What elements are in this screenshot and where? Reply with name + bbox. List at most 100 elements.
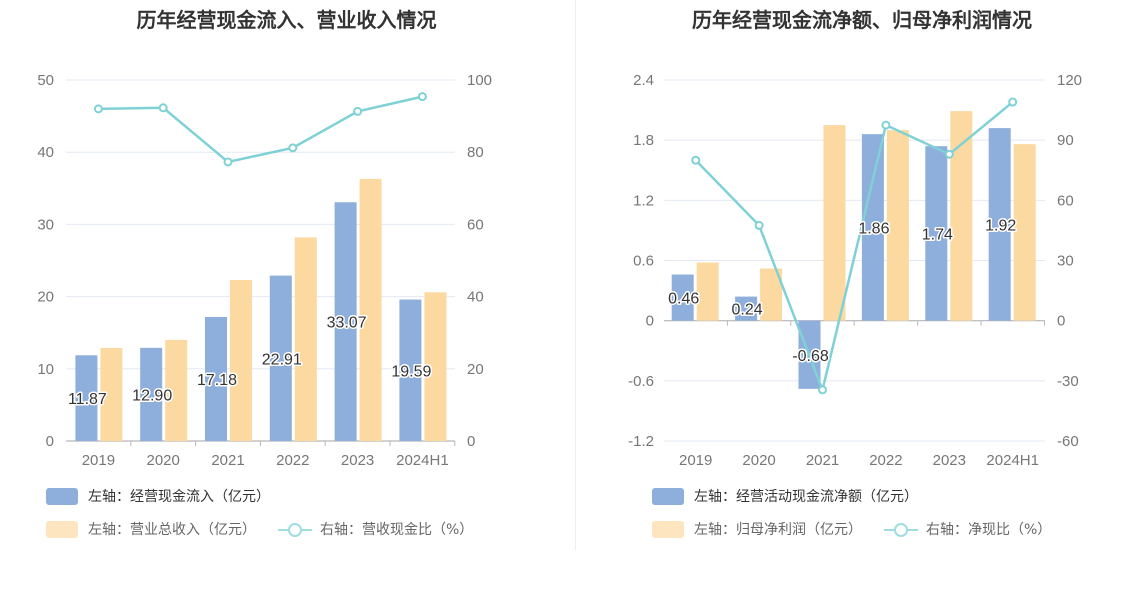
legend-label: 右轴：净现比（%） <box>926 522 1052 538</box>
legend-swatch-line <box>278 521 312 538</box>
category-label: 2020 <box>147 452 180 469</box>
bar-series1 <box>334 202 357 441</box>
data-label: 17.18 <box>197 372 237 389</box>
left-axis-tick-label: 10 <box>37 361 54 378</box>
bar-series2 <box>424 292 447 441</box>
line-point <box>1008 97 1018 107</box>
bar-series2 <box>760 268 783 321</box>
legend-row-1: 左轴：经营活动现金流净额（亿元） <box>652 486 940 506</box>
legend-label: 左轴：经营现金流入（亿元） <box>88 489 270 505</box>
bar-series1 <box>75 355 98 441</box>
legend-item-bar2[interactable]: 左轴：营业总收入（亿元） <box>46 519 256 539</box>
chart-title: 历年经营现金流净额、归母净利润情况 <box>692 8 1032 32</box>
left-axis-tick-label: -0.6 <box>628 373 654 390</box>
line-point <box>417 92 427 102</box>
category-label: 2023 <box>341 452 374 469</box>
chart-title: 历年经营现金流入、营业收入情况 <box>136 8 437 32</box>
right-axis-tick-label: 30 <box>1057 253 1074 270</box>
bar-series1 <box>988 128 1011 321</box>
bar-series2 <box>359 178 382 441</box>
data-label: 1.74 <box>922 226 953 243</box>
left-axis-tick-label: -1.2 <box>628 433 654 450</box>
bar-series1 <box>925 146 948 321</box>
right-axis-tick-label: 120 <box>1057 72 1082 89</box>
right-axis-tick-label: 0 <box>1057 313 1065 330</box>
bar-series1 <box>269 275 292 441</box>
data-label: 12.90 <box>132 387 172 404</box>
legend-item-line[interactable]: 右轴：营收现金比（%） <box>278 519 473 539</box>
legend-item-bar1[interactable]: 左轴：经营活动现金流净额（亿元） <box>652 486 918 506</box>
bar-series1 <box>399 299 422 441</box>
data-label: 22.91 <box>262 351 302 368</box>
right-axis-tick-label: 40 <box>467 289 484 306</box>
left-axis-tick-label: 0.6 <box>633 253 654 270</box>
category-label: 2024H1 <box>986 452 1039 469</box>
right-axis-tick-label: -30 <box>1057 373 1079 390</box>
legend-swatch-bar1 <box>652 487 684 505</box>
legend-row-1: 左轴：经营现金流入（亿元） <box>46 486 292 506</box>
bar-series1 <box>671 274 694 321</box>
chart-plot-cash-inflow: 0 10 20 30 40 50 0 20 40 60 80 100 2019 2020 2021 2022 2… <box>37 72 492 469</box>
bar-series2 <box>1013 144 1036 321</box>
right-axis-tick-label: 60 <box>1057 192 1074 209</box>
bar-series2 <box>294 237 317 441</box>
left-axis-tick-label: 1.8 <box>633 132 654 149</box>
data-label: 1.86 <box>858 220 889 237</box>
bar-series2 <box>165 339 188 441</box>
line-point <box>818 385 827 395</box>
line-point <box>881 120 891 130</box>
line-series <box>694 101 1014 395</box>
right-axis-tick-label: 80 <box>467 144 484 161</box>
chart-plot-net-cash: -1.2 -0.6 0 0.6 1.2 1.8 2.4 -60 -30 0 30 60 90 120 201… <box>628 72 1082 469</box>
left-axis-tick-label: 1.2 <box>633 192 654 209</box>
right-axis-tick-label: 0 <box>467 433 475 450</box>
chart-panel-cash-inflow: 历年经营现金流入、营业收入情况 0 10 20 30 40 50 0 20 40 60 80 100 2… <box>0 0 573 560</box>
legend-row-2: 左轴：营业总收入（亿元） 右轴：营收现金比（%） <box>46 519 495 539</box>
right-axis-tick-label: -60 <box>1057 433 1079 450</box>
legend-item-bar1[interactable]: 左轴：经营现金流入（亿元） <box>46 486 270 506</box>
category-label: 2024H1 <box>396 452 449 469</box>
line-point <box>288 143 298 153</box>
data-label: 0.46 <box>668 291 699 308</box>
left-axis-tick-label: 40 <box>37 144 54 161</box>
bar-series1 <box>735 296 758 321</box>
legend-item-line[interactable]: 右轴：净现比（%） <box>884 519 1051 539</box>
legend-swatch-bar2 <box>652 520 684 538</box>
line-point <box>158 103 168 113</box>
data-label: 19.59 <box>391 363 431 380</box>
line-point <box>93 104 103 114</box>
left-axis-tick-label: 30 <box>37 216 54 233</box>
category-label: 2019 <box>679 452 712 469</box>
left-axis-tick-label: 20 <box>37 289 54 306</box>
bar-series2 <box>100 347 123 441</box>
right-axis-tick-label: 90 <box>1057 132 1074 149</box>
bar-series2 <box>823 125 846 321</box>
left-axis-tick-label: 50 <box>37 72 54 89</box>
bar-series1 <box>861 134 884 321</box>
panel-divider <box>575 0 576 550</box>
left-axis-tick-label: 0 <box>646 313 654 330</box>
legend-item-bar2[interactable]: 左轴：归母净利润（亿元） <box>652 519 862 539</box>
category-label: 2022 <box>869 452 902 469</box>
legend-label: 左轴：营业总收入（亿元） <box>88 522 256 538</box>
data-label: 0.24 <box>732 302 763 319</box>
category-label: 2019 <box>82 452 115 469</box>
category-label: 2020 <box>742 452 775 469</box>
right-axis-tick-label: 100 <box>467 72 492 89</box>
category-label: 2023 <box>933 452 966 469</box>
category-label: 2022 <box>276 452 309 469</box>
legend-swatch-bar2 <box>46 520 78 538</box>
data-label: 11.87 <box>68 391 107 408</box>
legend-row-2: 左轴：归母净利润（亿元） 右轴：净现比（%） <box>652 519 1073 539</box>
data-label: 1.92 <box>985 217 1016 234</box>
chart-panel-net-cash: 历年经营现金流净额、归母净利润情况 -1.2 -0.6 0 0.6 1.2 1.8 2.4-… <box>577 0 1147 560</box>
left-axis-tick-label: 0 <box>46 433 54 450</box>
data-label: -0.68 <box>792 348 829 365</box>
right-axis-tick-label: 60 <box>467 216 484 233</box>
line-point <box>353 106 363 116</box>
bar-series1 <box>140 347 163 441</box>
bar-series2 <box>950 111 973 321</box>
line-point <box>944 149 954 159</box>
data-label: 33.07 <box>327 315 367 332</box>
left-axis-tick-label: 2.4 <box>633 72 654 89</box>
